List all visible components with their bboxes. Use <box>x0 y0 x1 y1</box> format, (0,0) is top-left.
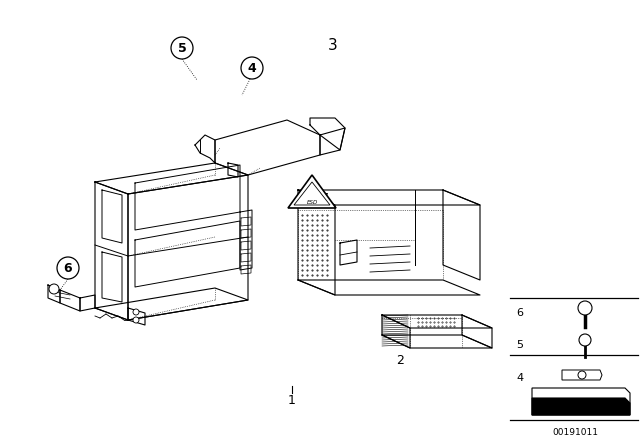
Circle shape <box>578 301 592 315</box>
Circle shape <box>171 37 193 59</box>
Text: 1: 1 <box>288 393 296 406</box>
Text: 6: 6 <box>516 308 524 318</box>
Polygon shape <box>294 182 330 205</box>
Text: 00191011: 00191011 <box>552 427 598 436</box>
Circle shape <box>57 257 79 279</box>
Polygon shape <box>562 370 602 380</box>
Text: 3: 3 <box>328 38 338 52</box>
Circle shape <box>241 57 263 79</box>
Circle shape <box>578 371 586 379</box>
Polygon shape <box>532 388 630 415</box>
Polygon shape <box>288 175 336 208</box>
Text: 4: 4 <box>248 61 257 74</box>
Circle shape <box>49 284 59 294</box>
Text: ESD: ESD <box>307 199 317 204</box>
Circle shape <box>579 334 591 346</box>
Text: 6: 6 <box>64 262 72 275</box>
Polygon shape <box>532 398 630 415</box>
Text: 5: 5 <box>178 42 186 55</box>
Text: 4: 4 <box>516 373 524 383</box>
Text: 7: 7 <box>321 191 329 204</box>
Circle shape <box>133 309 139 315</box>
Text: 2: 2 <box>396 353 404 366</box>
Circle shape <box>133 317 139 323</box>
Text: 5: 5 <box>516 340 524 350</box>
